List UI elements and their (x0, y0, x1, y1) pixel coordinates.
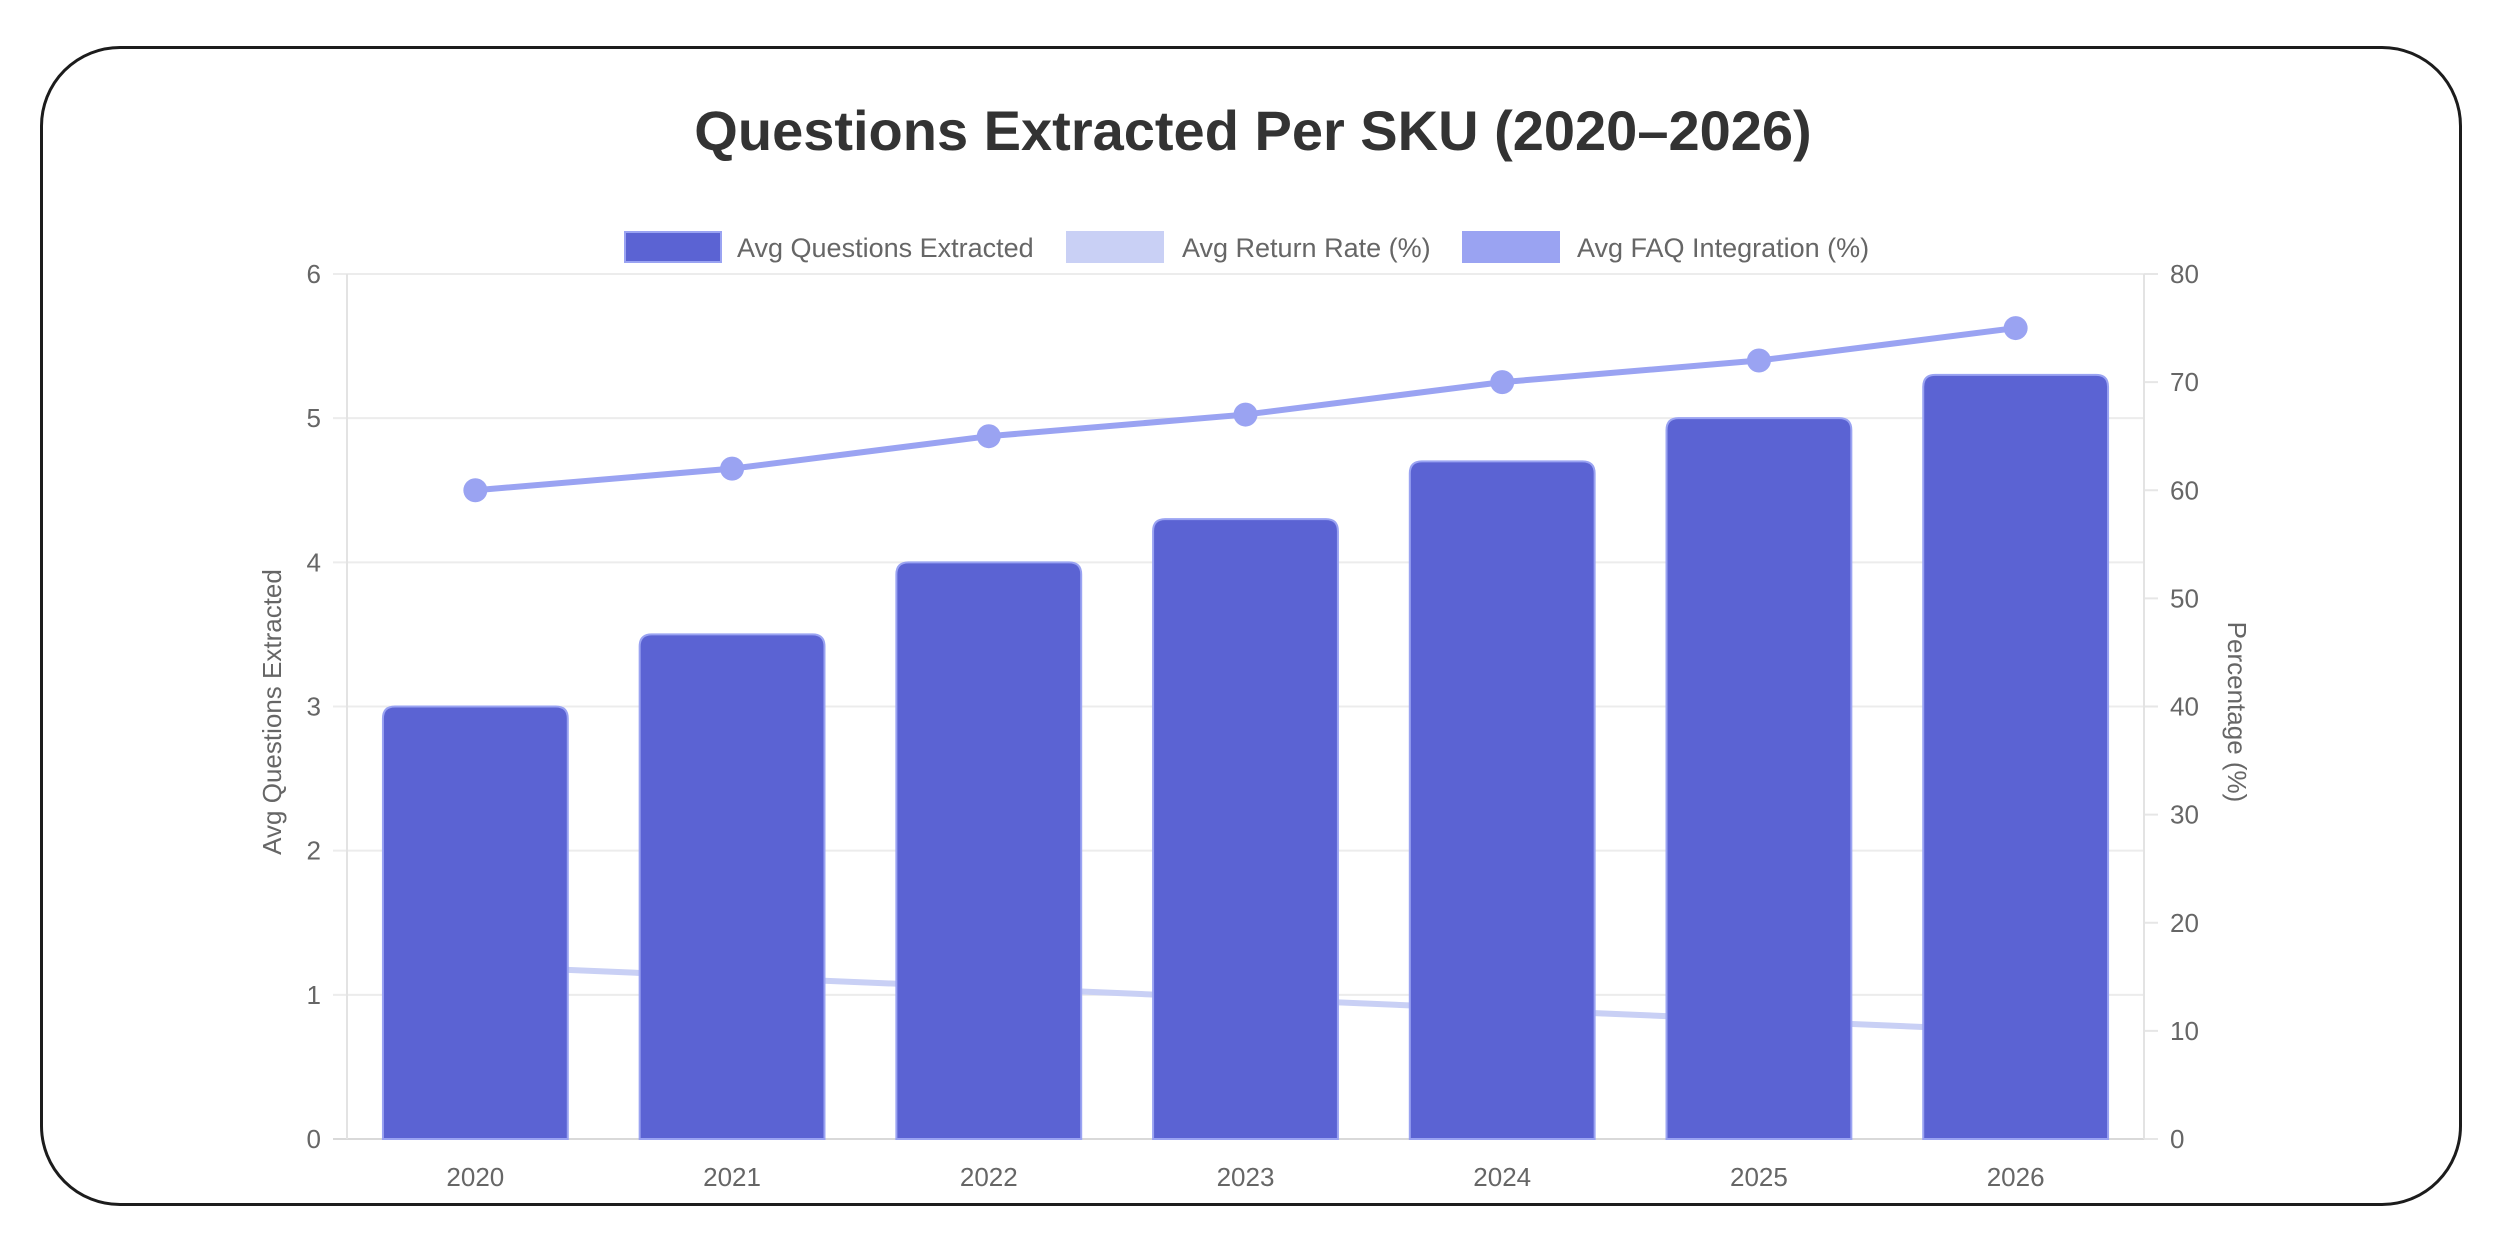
legend-label-2: Avg Return Rate (%) (1182, 233, 1431, 263)
data-point-2023 (1233, 402, 1258, 427)
legend-label-1: Avg Questions Extracted (737, 233, 1034, 263)
y-tick-right: 60 (2170, 475, 2199, 505)
bar-2024 (1408, 460, 1596, 1140)
y-tick-left: 4 (307, 547, 321, 577)
y-tick-left: 0 (307, 1124, 321, 1154)
x-tick-label: 2026 (1987, 1162, 2045, 1192)
y-tick-left: 6 (307, 259, 321, 289)
data-point-2026 (2003, 316, 2028, 341)
x-tick-label: 2022 (960, 1162, 1018, 1192)
y-tick-right: 0 (2170, 1124, 2184, 1154)
x-tick-label: 2020 (446, 1162, 504, 1192)
x-tick-label: 2024 (1473, 1162, 1531, 1192)
x-tick-label: 2025 (1730, 1162, 1788, 1192)
data-point-2025 (1746, 348, 1771, 373)
data-point-2022 (976, 424, 1001, 449)
y-axis-title-left: Avg Questions Extracted (257, 569, 287, 855)
x-tick-label: 2021 (703, 1162, 761, 1192)
bar-2020 (381, 705, 569, 1140)
x-tick-label: 2023 (1217, 1162, 1275, 1192)
bar-2023 (1152, 518, 1339, 1140)
bar-2022 (895, 561, 1083, 1140)
y-tick-left: 2 (307, 836, 321, 866)
chart-title: Questions Extracted Per SKU (2020–2026) (694, 99, 1811, 162)
y-tick-right: 50 (2170, 583, 2199, 613)
legend-label-3: Avg FAQ Integration (%) (1577, 233, 1869, 263)
bar-series (381, 373, 2110, 1140)
line-series (463, 316, 2028, 503)
data-point-2024 (1490, 370, 1515, 395)
legend-swatch-3 (1462, 231, 1560, 263)
y-tick-right: 20 (2170, 908, 2199, 938)
y-tick-left: 3 (307, 692, 321, 722)
data-point-2021 (720, 456, 745, 481)
legend: Avg Questions Extracted Avg Return Rate (… (624, 231, 1869, 263)
bar-2021 (638, 633, 826, 1140)
bar-2026 (1922, 373, 2110, 1140)
y-tick-right: 70 (2170, 367, 2199, 397)
y-tick-right: 10 (2170, 1016, 2199, 1046)
legend-swatch-2 (1066, 231, 1164, 263)
legend-swatch-1 (624, 231, 722, 263)
data-point-2020 (463, 478, 488, 503)
y-tick-right: 40 (2170, 692, 2199, 722)
y-tick-left: 1 (307, 980, 321, 1010)
y-tick-left: 5 (307, 403, 321, 433)
y-tick-right: 30 (2170, 800, 2199, 830)
y-axis-title-right: Percentage (%) (2222, 622, 2252, 803)
y-tick-right: 80 (2170, 259, 2199, 289)
bar-2025 (1665, 417, 1853, 1140)
